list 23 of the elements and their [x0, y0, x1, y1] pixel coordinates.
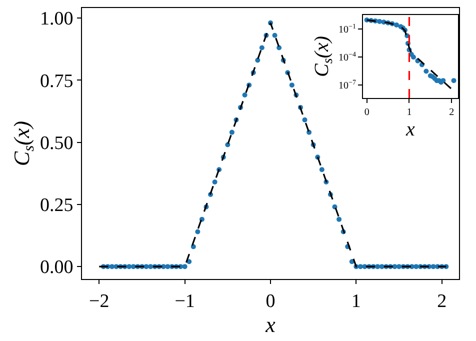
x-tick-label: 2: [449, 107, 454, 118]
y-tick-label: 0.50: [40, 132, 74, 154]
x-tick-label: −2: [89, 290, 110, 312]
x-tick-label: 0: [364, 107, 370, 118]
x-tick-label: 1: [406, 107, 412, 118]
y-tick-label: 0.25: [40, 195, 74, 216]
point: [451, 78, 456, 84]
y-tick-label: 1.00: [40, 8, 74, 30]
point: [424, 68, 429, 74]
x-tick-label: 1: [351, 290, 361, 312]
x-axis-title: x: [264, 312, 276, 337]
x-tick-label: 2: [437, 290, 447, 312]
point: [394, 22, 399, 28]
x-axis-title: x: [405, 118, 416, 140]
y-tick-label: 10$^{−4}$: [338, 50, 356, 64]
point: [410, 54, 416, 60]
y-tick-label: 0.75: [40, 70, 74, 92]
x-tick-label: 0: [266, 290, 276, 312]
y-tick-label: 10$^{−7}$: [338, 78, 356, 92]
point: [377, 18, 382, 24]
x-tick-label: −1: [174, 290, 195, 312]
y-tick-label: 10$^{−1}$: [338, 22, 356, 36]
y-tick-label: 0.00: [40, 257, 74, 278]
